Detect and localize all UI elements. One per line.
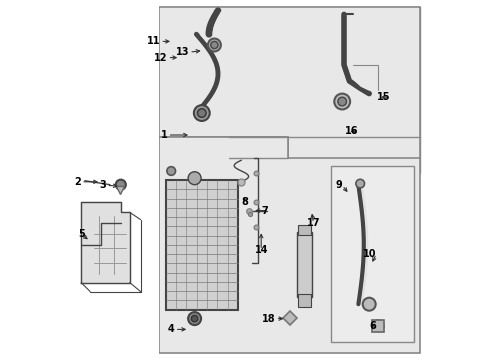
Polygon shape: [159, 137, 419, 353]
Bar: [65, 0, 159, 360]
Circle shape: [167, 167, 175, 175]
Circle shape: [211, 41, 218, 49]
Text: 12: 12: [154, 53, 168, 63]
Circle shape: [192, 315, 198, 322]
Text: 2: 2: [74, 177, 81, 187]
Circle shape: [338, 97, 346, 106]
Text: 9: 9: [336, 180, 342, 190]
Text: 11: 11: [147, 36, 160, 46]
Circle shape: [194, 105, 210, 121]
Circle shape: [197, 109, 206, 117]
Bar: [331, 166, 414, 342]
Text: 3: 3: [99, 180, 106, 190]
Circle shape: [208, 39, 221, 51]
Text: 5: 5: [78, 229, 85, 239]
Text: 7: 7: [262, 206, 269, 216]
Text: 18: 18: [262, 314, 275, 324]
Circle shape: [334, 94, 350, 109]
Bar: [298, 225, 311, 235]
Text: 1: 1: [161, 130, 168, 140]
Circle shape: [373, 320, 384, 331]
Circle shape: [188, 312, 201, 325]
Polygon shape: [159, 7, 419, 173]
Text: 15: 15: [377, 92, 391, 102]
Text: 14: 14: [254, 245, 268, 255]
Text: 17: 17: [307, 218, 320, 228]
Polygon shape: [159, 7, 419, 173]
Bar: [166, 180, 238, 310]
Bar: [298, 294, 311, 307]
Circle shape: [116, 180, 126, 190]
Text: 10: 10: [363, 249, 376, 259]
Circle shape: [188, 172, 201, 185]
Bar: [297, 232, 312, 297]
Text: 8: 8: [242, 197, 248, 207]
Text: 13: 13: [176, 47, 189, 57]
Circle shape: [363, 298, 376, 311]
Polygon shape: [81, 202, 130, 283]
Circle shape: [356, 179, 365, 188]
Text: 4: 4: [168, 324, 175, 334]
Text: 16: 16: [345, 126, 358, 136]
Text: 6: 6: [369, 321, 376, 331]
